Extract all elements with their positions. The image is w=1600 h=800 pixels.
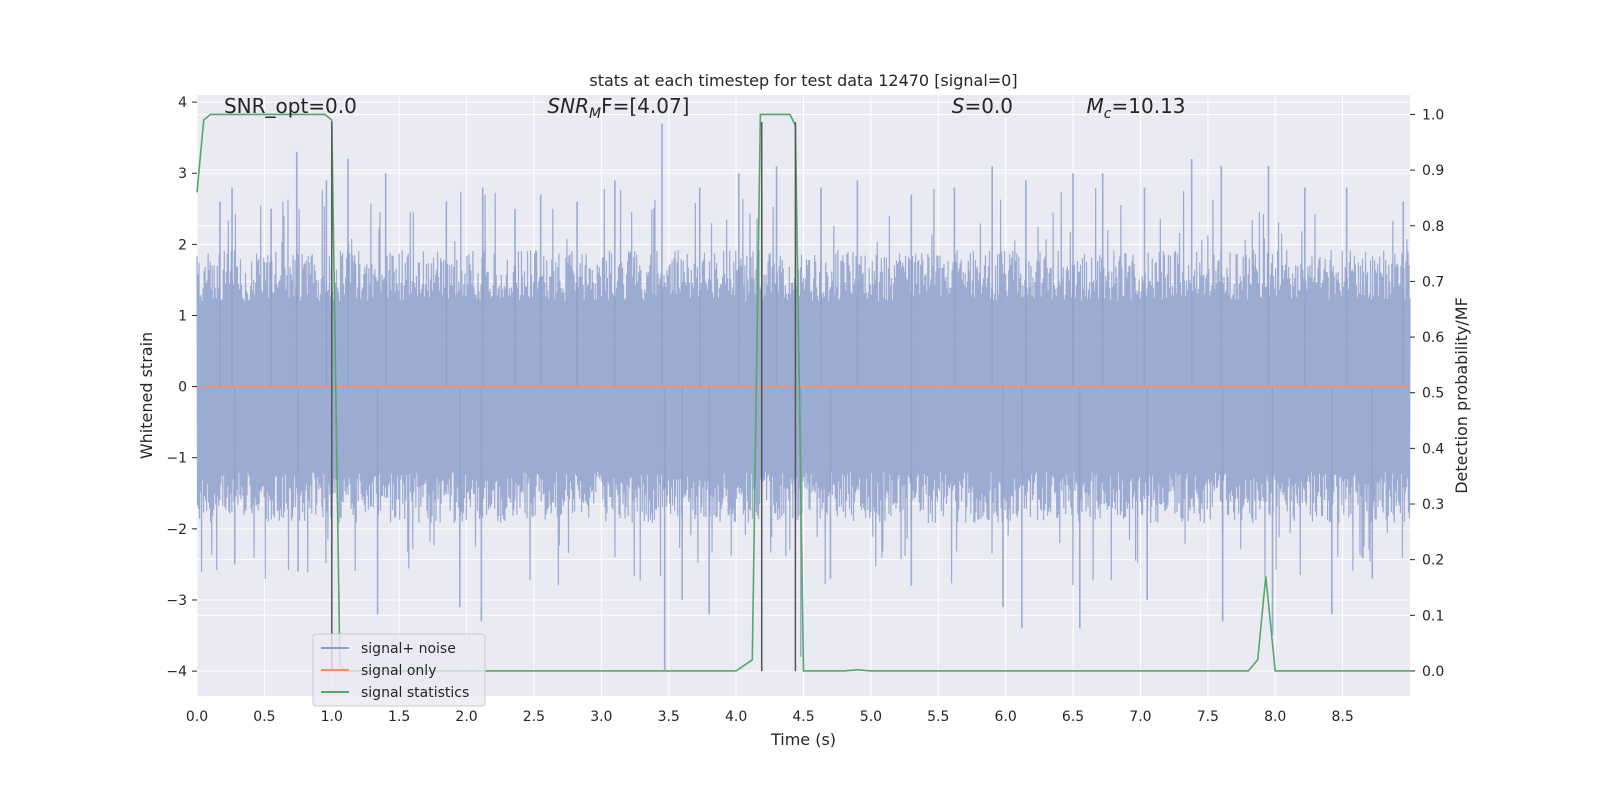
x-tick-label: 6.0: [995, 709, 1017, 725]
x-tick-label: 3.0: [590, 709, 612, 725]
y-left-tick-label: 0: [178, 380, 187, 396]
annotation-3: Mc=10.13: [1087, 94, 1186, 122]
x-tick-label: 1.0: [321, 709, 343, 725]
y-right-tick-label: 0.0: [1422, 664, 1444, 680]
x-tick-label: 8.0: [1264, 709, 1286, 725]
x-tick-label: 5.5: [927, 709, 949, 725]
legend-label: signal statistics: [361, 685, 469, 701]
y-right-tick-label: 0.7: [1422, 274, 1444, 290]
y-right-tick-label: 0.2: [1422, 553, 1444, 569]
x-tick-label: 5.0: [860, 709, 882, 725]
y-left-tick-label: 2: [178, 237, 187, 253]
y-right-tick-label: 1.0: [1422, 107, 1444, 123]
annotation-1: SNRMF=[4.07]: [547, 94, 689, 122]
x-axis-ticks: 0.0 0.5 1.0 1.5 2.0 2.5 3.0 3.5 4.0 4.5 5.0 5.5 6.0 6…: [186, 709, 1354, 725]
y-right-tick-label: 0.6: [1422, 330, 1444, 346]
legend-label: signal only: [361, 663, 436, 679]
series-signal-plus-noise: [196, 123, 1411, 672]
annotation-2: S=0.0: [952, 94, 1013, 118]
y-right-tick-label: 0.5: [1422, 386, 1444, 402]
x-tick-label: 0.5: [253, 709, 275, 725]
legend-label: signal+ noise: [361, 641, 456, 657]
y-left-tick-label: −2: [166, 522, 187, 538]
x-tick-label: 7.5: [1197, 709, 1219, 725]
annotations: SNR_opt=0.0 SNRMF=[4.07] S=0.0 Mc=10.13: [224, 94, 1186, 122]
annotation-0: SNR_opt=0.0: [224, 94, 357, 118]
y-right-tick-label: 0.3: [1422, 497, 1444, 513]
x-tick-label: 4.0: [725, 709, 747, 725]
y-right-tick-label: 0.9: [1422, 163, 1444, 179]
y-axis-label-left: Whitened strain: [137, 332, 156, 459]
y-left-tick-label: −4: [166, 664, 187, 680]
legend-box: [312, 633, 486, 707]
y-right-axis-ticks: 1.0 0.9 0.8 0.7 0.6 0.5 0.4 0.3 0.2 0.1 0.0: [1410, 107, 1444, 680]
x-tick-label: 2.0: [455, 709, 477, 725]
legend: signal+ noise signal only signal statistic…: [312, 633, 486, 707]
series-lines: [196, 113, 1410, 672]
x-tick-label: 2.5: [523, 709, 545, 725]
x-tick-label: 1.5: [388, 709, 410, 725]
x-tick-label: 3.5: [658, 709, 680, 725]
x-axis-label: Time (s): [770, 730, 836, 749]
y-right-tick-label: 0.4: [1422, 441, 1444, 457]
signal-statistics-line: [196, 113, 1410, 672]
vertical-markers: [331, 122, 797, 672]
y-left-tick-label: 4: [178, 95, 187, 111]
y-right-tick-label: 0.1: [1422, 608, 1444, 624]
x-tick-label: 6.5: [1062, 709, 1084, 725]
x-tick-label: 7.0: [1129, 709, 1151, 725]
y-left-axis-ticks: 4 3 2 1 0 −1 −2 −3 −4: [166, 95, 197, 680]
y-left-tick-label: −3: [166, 593, 187, 609]
x-tick-label: 8.5: [1331, 709, 1353, 725]
y-left-tick-label: 3: [178, 166, 187, 182]
y-right-tick-label: 0.8: [1422, 219, 1444, 235]
noise-trace: [196, 187, 1411, 586]
y-left-tick-label: −1: [166, 451, 187, 467]
y-left-tick-label: 1: [178, 308, 187, 324]
x-tick-label: 4.5: [792, 709, 814, 725]
x-tick-label: 0.0: [186, 709, 208, 725]
chart-title: stats at each timestep for test data 124…: [589, 71, 1017, 90]
y-axis-label-right: Detection probability/MF: [1452, 297, 1471, 494]
